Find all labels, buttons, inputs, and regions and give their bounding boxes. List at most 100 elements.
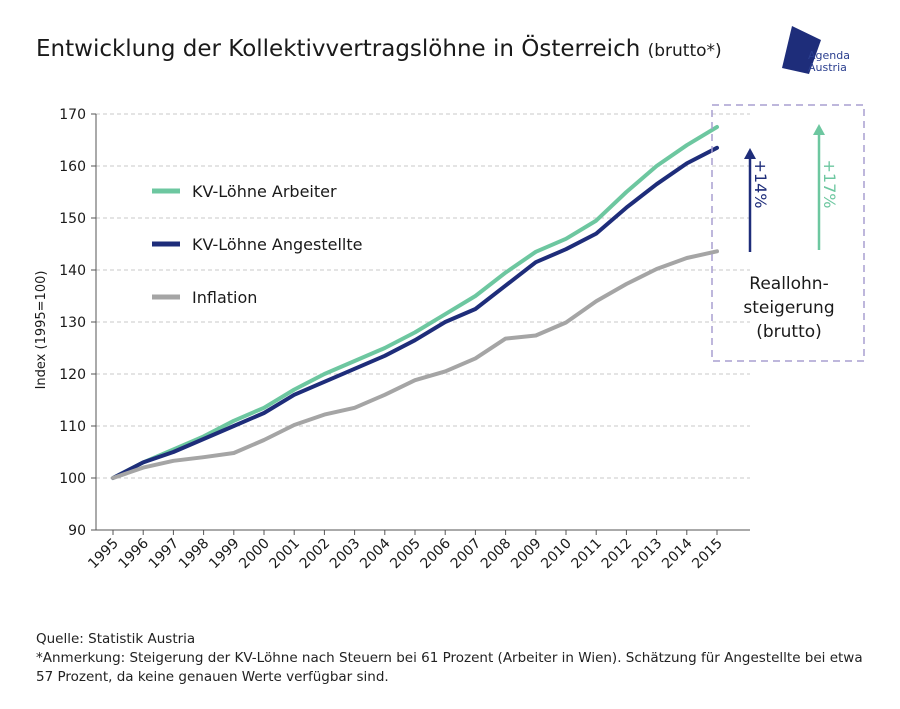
x-tick-label: 1998	[176, 536, 213, 573]
footnote: *Anmerkung: Steigerung der KV-Löhne nach…	[36, 650, 863, 685]
data-point	[594, 219, 598, 223]
chart-title: Entwicklung der Kollektivvertragslöhne i…	[36, 36, 722, 62]
x-tick-label: 2010	[538, 536, 575, 573]
reallohn-label-line-2: (brutto)	[756, 322, 822, 342]
data-point	[443, 369, 447, 373]
data-point	[171, 459, 175, 463]
data-point	[353, 367, 357, 371]
x-tick-label: 2002	[297, 536, 334, 573]
reallohn-box	[711, 104, 865, 362]
data-point	[292, 393, 296, 397]
data-point	[504, 284, 508, 288]
y-tick-label: 150	[59, 211, 86, 227]
y-tick-label: 170	[59, 107, 86, 123]
data-point	[413, 330, 417, 334]
source-note: Quelle: Statistik Austria	[36, 631, 196, 647]
footer: Quelle: Statistik Austria *Anmerkung: St…	[36, 630, 876, 687]
logo-line-2: Austria	[808, 61, 847, 74]
x-tick-label: 2000	[236, 536, 273, 573]
data-point	[715, 125, 719, 129]
arrow-label-1: +17%	[820, 160, 839, 209]
data-point	[141, 466, 145, 470]
data-point	[655, 267, 659, 271]
x-tick-label: 1997	[146, 536, 183, 573]
data-point	[655, 164, 659, 168]
data-point	[564, 237, 568, 241]
data-point	[202, 437, 206, 441]
data-point	[624, 206, 628, 210]
data-point	[715, 249, 719, 253]
data-point	[232, 424, 236, 428]
data-point	[655, 182, 659, 186]
annotations: +14% +17% Reallohn-steigerung (brutto)	[711, 104, 865, 362]
legend-label-0: KV-Löhne Arbeiter	[192, 182, 337, 201]
data-point	[171, 450, 175, 454]
legend-label-2: Inflation	[192, 288, 257, 307]
data-point	[413, 378, 417, 382]
x-tick-label: 2011	[569, 536, 606, 573]
data-point	[322, 380, 326, 384]
data-point	[232, 451, 236, 455]
data-point	[504, 337, 508, 341]
logo-line-1: Agenda	[808, 49, 850, 62]
data-point	[443, 312, 447, 316]
y-tick-label: 160	[59, 159, 86, 175]
data-point	[262, 406, 266, 410]
x-tick-label: 2012	[599, 536, 636, 573]
gridlines	[96, 113, 750, 479]
data-point	[353, 406, 357, 410]
data-point	[624, 282, 628, 286]
series-lines	[111, 125, 719, 480]
data-point	[383, 346, 387, 350]
x-tick-label: 2004	[357, 535, 394, 572]
x-tick-label: 2003	[327, 536, 364, 573]
data-point	[473, 307, 477, 311]
y-tick-labels: 90 100 110 120 130 140 150 160 170	[59, 107, 86, 539]
y-tick-label: 120	[59, 367, 86, 383]
x-tick-label: 2009	[508, 536, 545, 573]
x-tick-label: 2007	[448, 536, 485, 573]
data-point	[353, 359, 357, 363]
x-tick-label: 2008	[478, 536, 515, 573]
reallohn-label-line-0: Reallohn-	[749, 274, 828, 294]
y-tick-label: 110	[59, 419, 86, 435]
chart-title-subtitle: (brutto*)	[647, 41, 722, 61]
x-tick-label: 2006	[418, 535, 455, 572]
data-point	[383, 354, 387, 358]
data-point	[685, 143, 689, 147]
data-point	[504, 271, 508, 275]
x-tick-label: 2014	[659, 535, 696, 572]
x-tick-label: 2001	[267, 536, 304, 573]
y-tick-label: 100	[59, 471, 86, 487]
data-point	[685, 161, 689, 165]
x-tick-label: 1996	[116, 535, 153, 572]
data-point	[534, 250, 538, 254]
arrow-label-0: +14%	[751, 160, 770, 209]
data-point	[202, 455, 206, 459]
legend-label-1: KV-Löhne Angestellte	[192, 235, 362, 254]
data-point	[594, 299, 598, 303]
data-point	[413, 338, 417, 342]
arrow-head-1	[813, 124, 825, 135]
data-point	[322, 372, 326, 376]
y-tick-label: 90	[68, 523, 86, 539]
data-point	[292, 423, 296, 427]
data-point	[473, 294, 477, 298]
data-point	[715, 146, 719, 150]
arrow-head-0	[744, 148, 756, 159]
y-tick-label: 140	[59, 263, 86, 279]
axes	[91, 113, 750, 535]
logo-text: Agenda Austria	[808, 50, 850, 74]
data-point	[534, 334, 538, 338]
data-point	[473, 356, 477, 360]
data-point	[564, 247, 568, 251]
agenda-austria-logo	[782, 26, 821, 74]
x-tick-label: 1999	[206, 536, 243, 573]
x-tick-label: 2013	[629, 536, 666, 573]
legend: KV-Löhne Arbeiter KV-Löhne Angestellte Inf…	[152, 182, 362, 307]
data-point	[141, 460, 145, 464]
y-tick-label: 130	[59, 315, 86, 331]
data-point	[292, 388, 296, 392]
chart-title-main: Entwicklung der Kollektivvertragslöhne i…	[36, 36, 641, 62]
